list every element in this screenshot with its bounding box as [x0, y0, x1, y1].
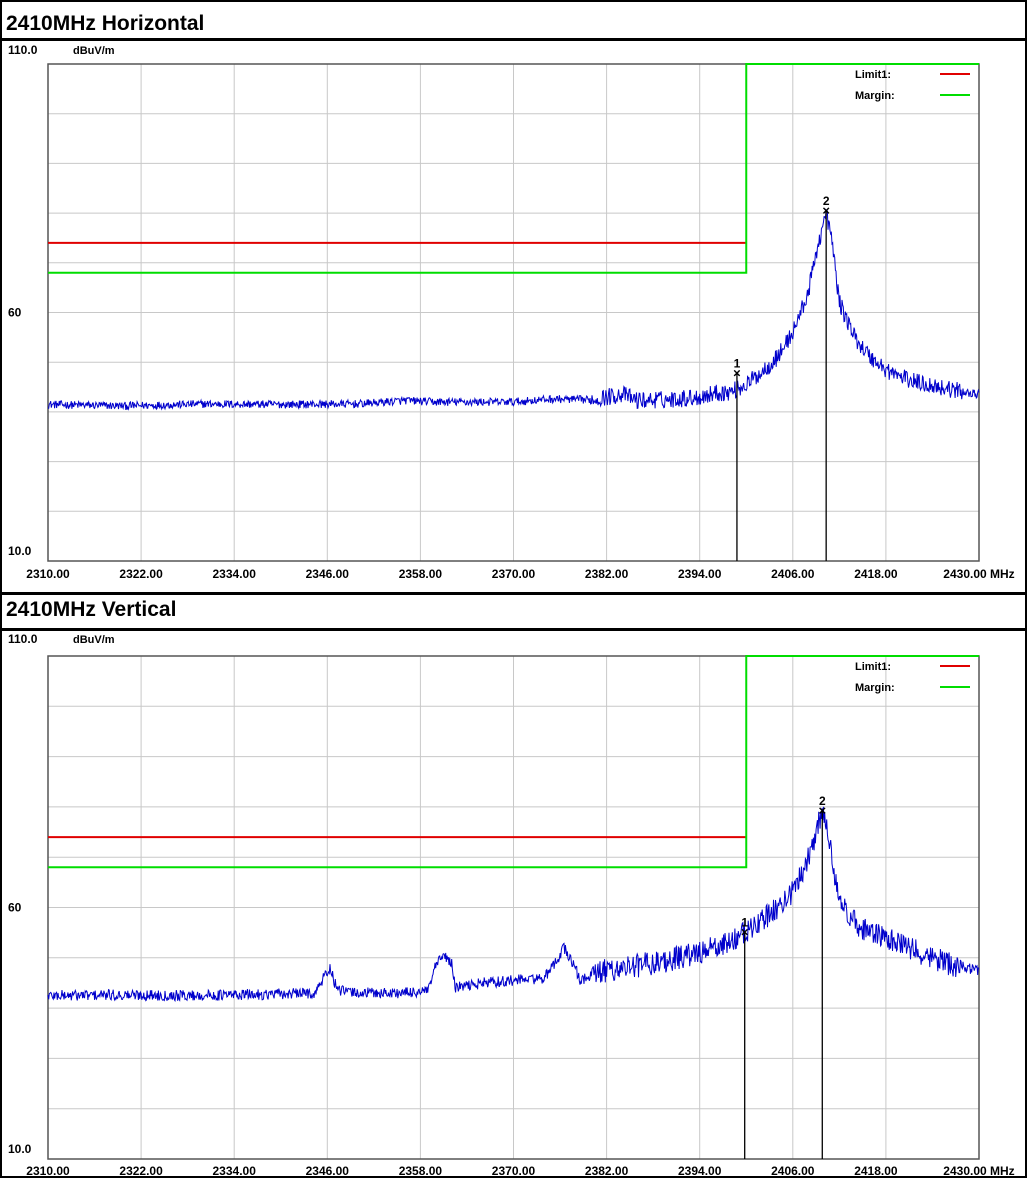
- section-title-rule: [0, 38, 1027, 41]
- y-tick-label: 60: [8, 901, 22, 915]
- trace-line: [47, 806, 980, 1003]
- section-divider-rule: [0, 592, 1027, 595]
- x-tick-label: 2322.00: [119, 567, 163, 581]
- x-tick-label: 2406.00: [771, 567, 815, 581]
- legend-label: Margin:: [855, 682, 895, 694]
- x-unit-label: MHz: [990, 1164, 1015, 1178]
- trace-line: [48, 208, 980, 411]
- marker-cross: ×: [818, 803, 826, 818]
- x-tick-label: 2358.00: [399, 567, 443, 581]
- x-tick-label: 2334.00: [213, 567, 257, 581]
- x-tick-label: 2358.00: [399, 1164, 443, 1178]
- x-tick-label: 2322.00: [119, 1164, 163, 1178]
- chart-vertical: 110.0 60 10.0 dBuV/m 2310.00 2322.00 2334.00 23…: [8, 632, 1015, 1178]
- marker-cross: ×: [822, 203, 830, 218]
- section-title-rule: [0, 628, 1027, 631]
- grid: [48, 656, 979, 1159]
- y-tick-label: 60: [8, 306, 22, 320]
- x-tick-label: 2382.00: [585, 1164, 629, 1178]
- legend-label: Limit1:: [855, 69, 891, 81]
- marker-label: 2: [823, 194, 830, 208]
- y-tick-label: 10.0: [8, 544, 32, 558]
- marker-label: 1: [734, 357, 741, 371]
- y-unit-label: dBuV/m: [73, 634, 115, 646]
- x-unit-label: MHz: [990, 567, 1015, 581]
- x-tick-label: 2418.00: [854, 567, 898, 581]
- y-tick-label: 110.0: [8, 632, 38, 646]
- plot-frame: [47, 655, 980, 1160]
- x-tick-label: 2394.00: [678, 1164, 722, 1178]
- legend-label: Limit1:: [855, 661, 891, 673]
- x-tick-label: 2334.00: [213, 1164, 257, 1178]
- marker-cross: ×: [733, 366, 741, 381]
- legend: Limit1: Margin:: [855, 69, 970, 102]
- legend-label: Margin:: [855, 90, 895, 102]
- x-tick-label: 2406.00: [771, 1164, 815, 1178]
- x-tick-label: 2346.00: [306, 567, 350, 581]
- plot-frame: [47, 63, 980, 562]
- x-tick-label: 2370.00: [492, 1164, 536, 1178]
- x-tick-label: 2418.00: [854, 1164, 898, 1178]
- marker-2: ×2: [818, 794, 826, 1159]
- y-tick-label: 10.0: [8, 1142, 32, 1156]
- marker-2: ×2: [822, 194, 830, 561]
- margin-line: [48, 63, 979, 274]
- legend: Limit1: Margin:: [855, 661, 970, 694]
- grid: [48, 64, 979, 561]
- section-horizontal: 2410MHz Horizontal 110.0 60 10.0 dBuV/m 2310…: [0, 12, 1027, 581]
- chart-horizontal: 110.0 60 10.0 dBuV/m 2310.00 2322.00 2334.00 23…: [8, 43, 1015, 581]
- section-vertical: 2410MHz Vertical 110.0 60 10.0 dBuV/m 2310.0…: [0, 592, 1027, 1178]
- x-tick-label: 2370.00: [492, 567, 536, 581]
- margin-line: [48, 655, 979, 869]
- x-tick-label: 2394.00: [678, 567, 722, 581]
- x-tick-label: 2346.00: [306, 1164, 350, 1178]
- x-tick-label: 2310.00: [26, 1164, 70, 1178]
- x-tick-label: 2430.00: [943, 567, 987, 581]
- y-tick-label: 110.0: [8, 43, 38, 57]
- x-tick-label: 2310.00: [26, 567, 70, 581]
- x-tick-label: 2382.00: [585, 567, 629, 581]
- marker-label: 1: [741, 916, 748, 930]
- marker-1: ×1: [741, 916, 749, 1159]
- y-unit-label: dBuV/m: [73, 45, 115, 57]
- section-title: 2410MHz Vertical: [6, 598, 177, 621]
- marker-1: ×1: [733, 357, 741, 561]
- x-tick-label: 2430.00: [943, 1164, 987, 1178]
- section-title: 2410MHz Horizontal: [6, 12, 205, 35]
- marker-label: 2: [819, 794, 826, 808]
- marker-cross: ×: [741, 925, 749, 940]
